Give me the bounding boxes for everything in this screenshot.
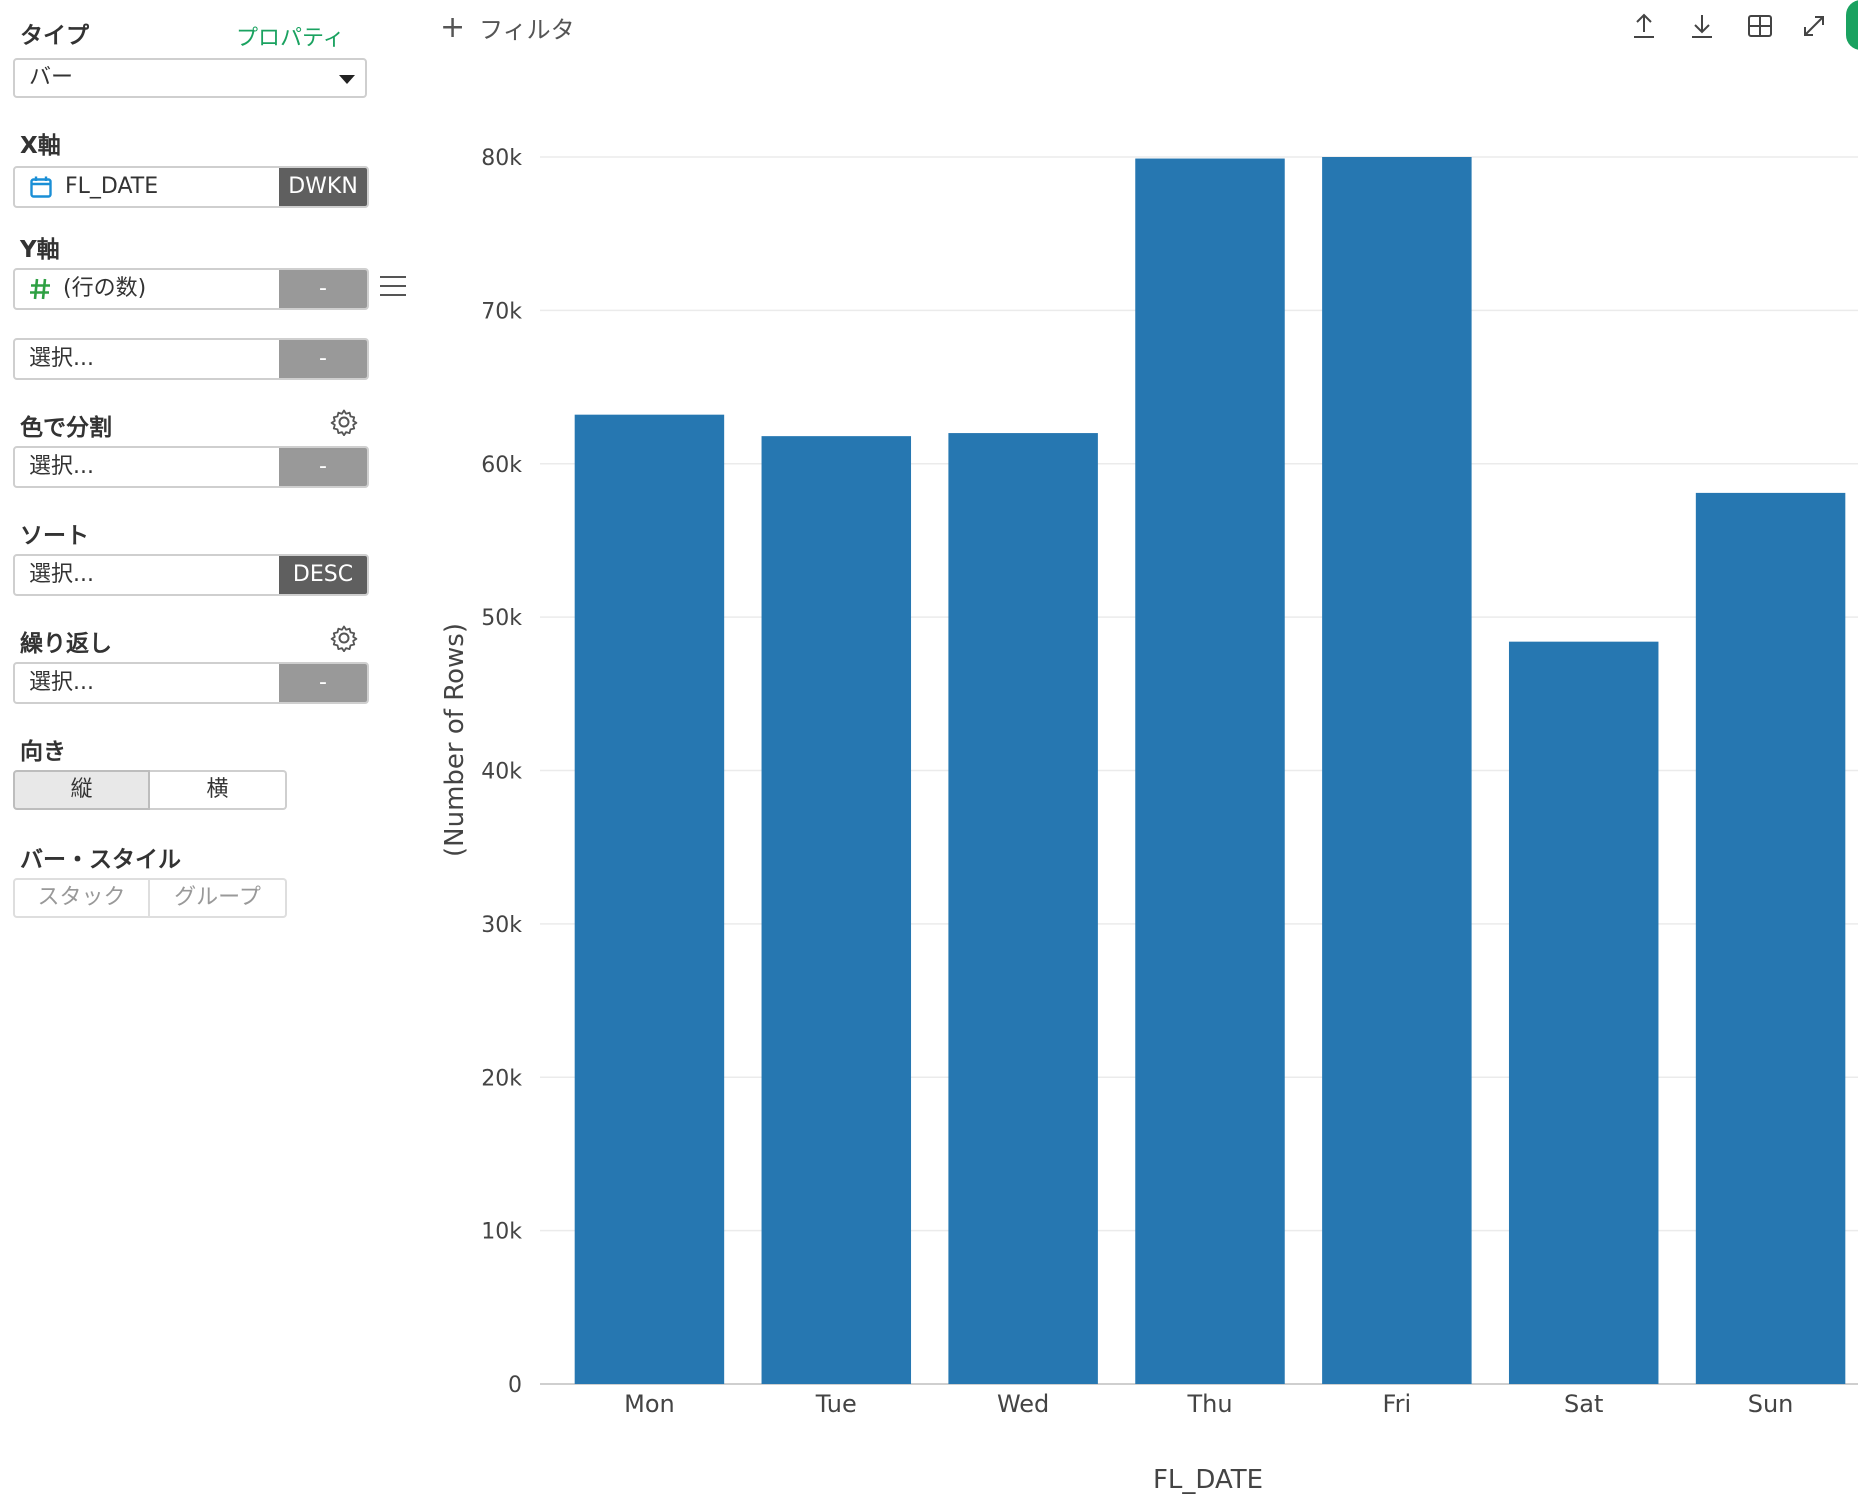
add-filter-label: フィルタ [479,16,575,44]
x-axis-ticks: Mon Tue Wed Thu Fri Sat Sun [624,1390,1793,1418]
repeat-field-name: 選択... [29,670,94,695]
chart-type-value: バー [29,65,74,90]
orientation-horizontal-option[interactable]: 横 [150,770,287,810]
bar-fri[interactable] [1322,157,1472,1384]
chart-type-select[interactable]: バー [13,58,367,98]
y-tick-label: 70k [481,299,522,324]
download-icon[interactable] [1688,12,1716,40]
repeat-button[interactable]: - [279,664,367,702]
chevron-down-icon [339,75,355,84]
x-tick-label: Thu [1186,1390,1232,1418]
status-indicator [1846,0,1858,50]
calendar-icon [29,175,53,199]
bar-sat[interactable] [1508,641,1659,1384]
sort-field[interactable]: 選択... DESC [13,554,369,596]
y-tick-label: 80k [481,146,522,171]
orientation-label: 向き [20,739,66,765]
x-tick-label: Mon [624,1390,675,1418]
y-axis-function-button[interactable]: - [279,270,367,308]
repeat-field[interactable]: 選択... - [13,662,369,704]
color-split-label: 色で分割 [20,415,112,441]
bar-thu[interactable] [1135,158,1285,1385]
y-tick-label: 0 [508,1373,522,1398]
x-axis-function-button[interactable]: DWKN [279,168,367,206]
x-axis-field[interactable]: FL_DATE DWKN [13,166,369,208]
x-axis-title: FL_DATE [1153,1465,1263,1495]
y-tick-label: 10k [481,1220,522,1245]
y-axis-field[interactable]: (行の数) - [13,268,369,310]
type-label: タイプ [20,23,89,49]
y-axis-title: (Number of Rows) [440,623,470,857]
bar-tue[interactable] [761,436,912,1385]
upload-icon[interactable] [1630,12,1658,40]
bar-wed[interactable] [948,433,1098,1384]
x-axis-field-name: FL_DATE [65,174,159,199]
repeat-label: 繰り返し [20,631,112,657]
y-axis-ticks: 0 10k 20k 30k 40k 50k 60k 70k 80k [481,146,522,1398]
bars [574,157,1846,1385]
bar-mon[interactable] [574,414,725,1384]
color-split-field-name: 選択... [29,454,94,479]
expand-icon[interactable] [1800,12,1828,40]
y-tick-label: 40k [481,760,522,785]
x-tick-label: Tue [815,1390,857,1418]
gear-icon[interactable] [330,624,358,653]
x-tick-label: Sun [1748,1390,1794,1418]
bar-style-stack-option[interactable]: スタック [13,878,150,918]
table-icon[interactable] [1746,12,1774,40]
add-filter-button[interactable]: + フィルタ [440,10,575,45]
sort-field-name: 選択... [29,562,94,587]
y-tick-label: 20k [481,1066,522,1091]
properties-link[interactable]: プロパティ [236,26,345,51]
sort-label: ソート [20,523,89,549]
bar-style-label: バー・スタイル [20,847,181,873]
y-axis-label: Y軸 [20,237,60,263]
orientation-toggle: 縦 横 [13,770,287,810]
bar-sun[interactable] [1695,492,1846,1384]
x-tick-label: Sat [1564,1390,1603,1418]
x-tick-label: Wed [997,1390,1049,1418]
x-axis-label: X軸 [20,133,61,159]
y-tick-label: 50k [481,606,522,631]
hash-icon [29,278,51,300]
y-axis-field-2[interactable]: 選択... - [13,338,369,380]
color-split-button[interactable]: - [279,448,367,486]
orientation-vertical-option[interactable]: 縦 [13,770,150,810]
bar-style-group-option[interactable]: グループ [150,878,287,918]
y-tick-label: 60k [481,453,522,478]
color-split-field[interactable]: 選択... - [13,446,369,488]
x-tick-label: Fri [1383,1390,1412,1418]
sort-order-button[interactable]: DESC [279,556,367,594]
y-axis-field-name: (行の数) [63,276,147,301]
bar-style-toggle: スタック グループ [13,878,287,918]
plus-icon: + [440,10,466,45]
menu-icon[interactable] [380,275,406,297]
gear-icon[interactable] [330,408,358,437]
chart-config-sidebar: タイプ プロパティ バー X軸 FL_DATE DWKN Y軸 [0,0,406,1496]
y-tick-label: 30k [481,913,522,938]
y-axis-field-2-name: 選択... [29,346,94,371]
y-axis-field-2-button[interactable]: - [279,340,367,378]
